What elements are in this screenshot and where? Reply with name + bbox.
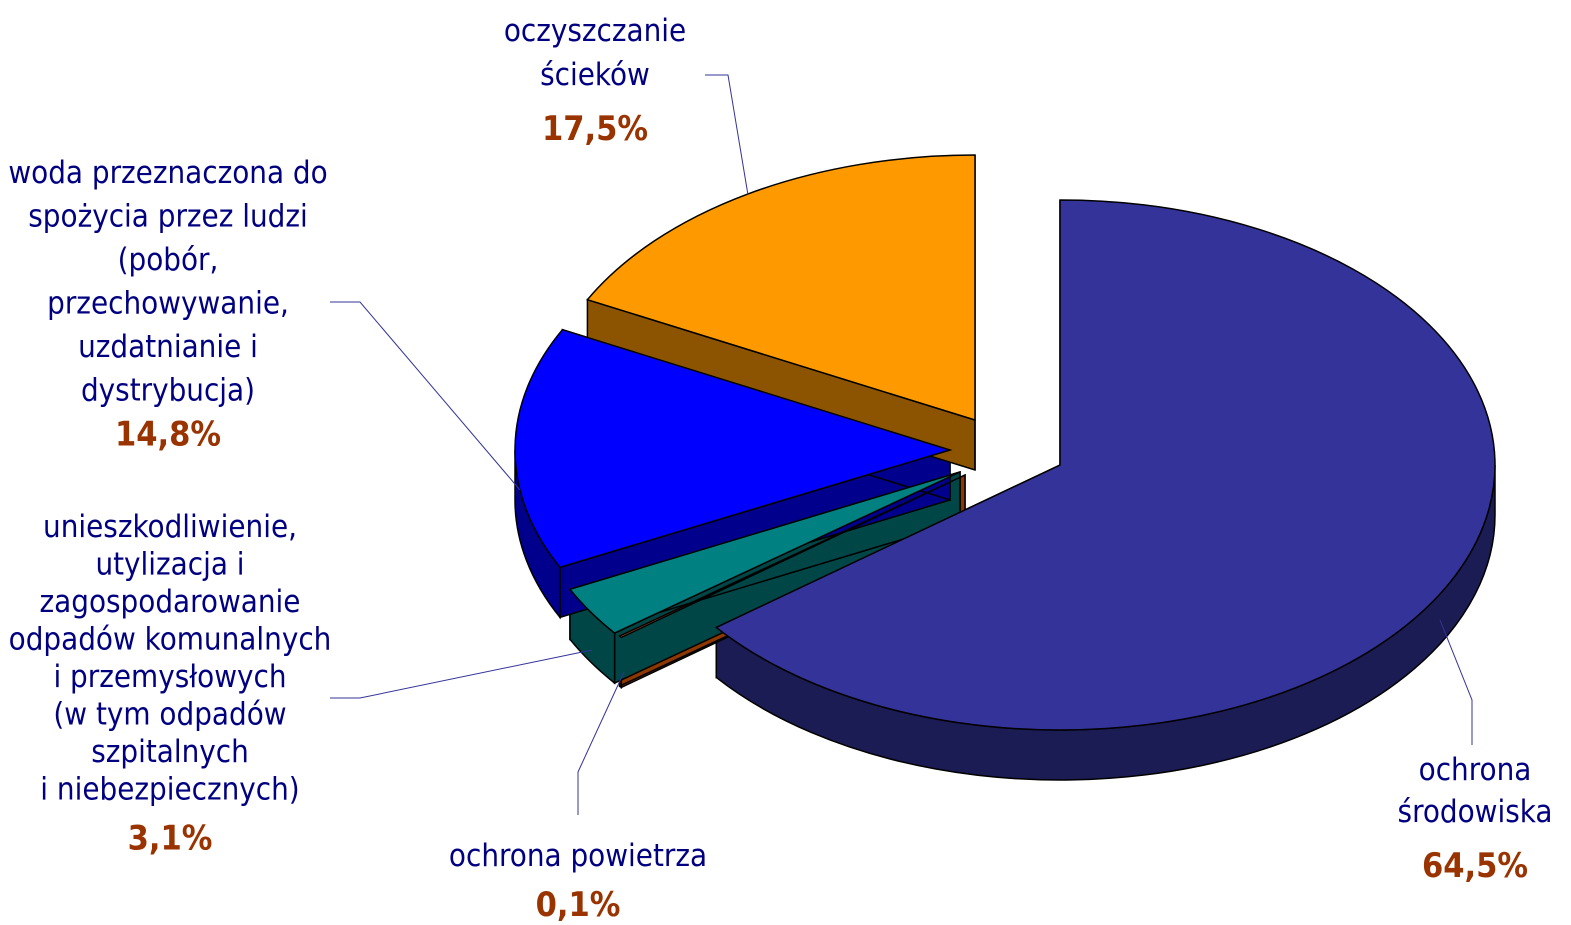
slice-value-label: 17,5% — [542, 109, 648, 149]
slice-label: woda przeznaczona do spożycia przez ludzi… — [8, 155, 327, 409]
slice-label: ochrona środowiska — [1398, 752, 1553, 830]
pie-slice — [514, 328, 953, 569]
slice-value-label: 14,8% — [115, 415, 221, 455]
slice-label: unieszkodliwienie, utylizacja i zagospodar… — [9, 509, 332, 808]
slice-value-label: 3,1% — [128, 819, 213, 859]
slice-label: oczyszczanie ścieków — [504, 13, 686, 93]
labels: ochrona środowiska 64,5% ochrona powietrza 0… — [8, 13, 1552, 925]
slice-label: ochrona powietrza — [449, 838, 707, 874]
pie-slice — [568, 471, 961, 634]
pie-slice — [714, 199, 1496, 731]
leader-line — [1439, 619, 1473, 745]
slice-value-label: 0,1% — [536, 885, 621, 925]
pie-slice — [618, 474, 966, 639]
leader-line — [330, 301, 521, 491]
pie-tops — [514, 154, 1496, 731]
leader-line — [577, 671, 625, 815]
leader-line — [705, 74, 749, 196]
leader-line — [330, 649, 593, 699]
slice-value-label: 64,5% — [1422, 846, 1528, 886]
